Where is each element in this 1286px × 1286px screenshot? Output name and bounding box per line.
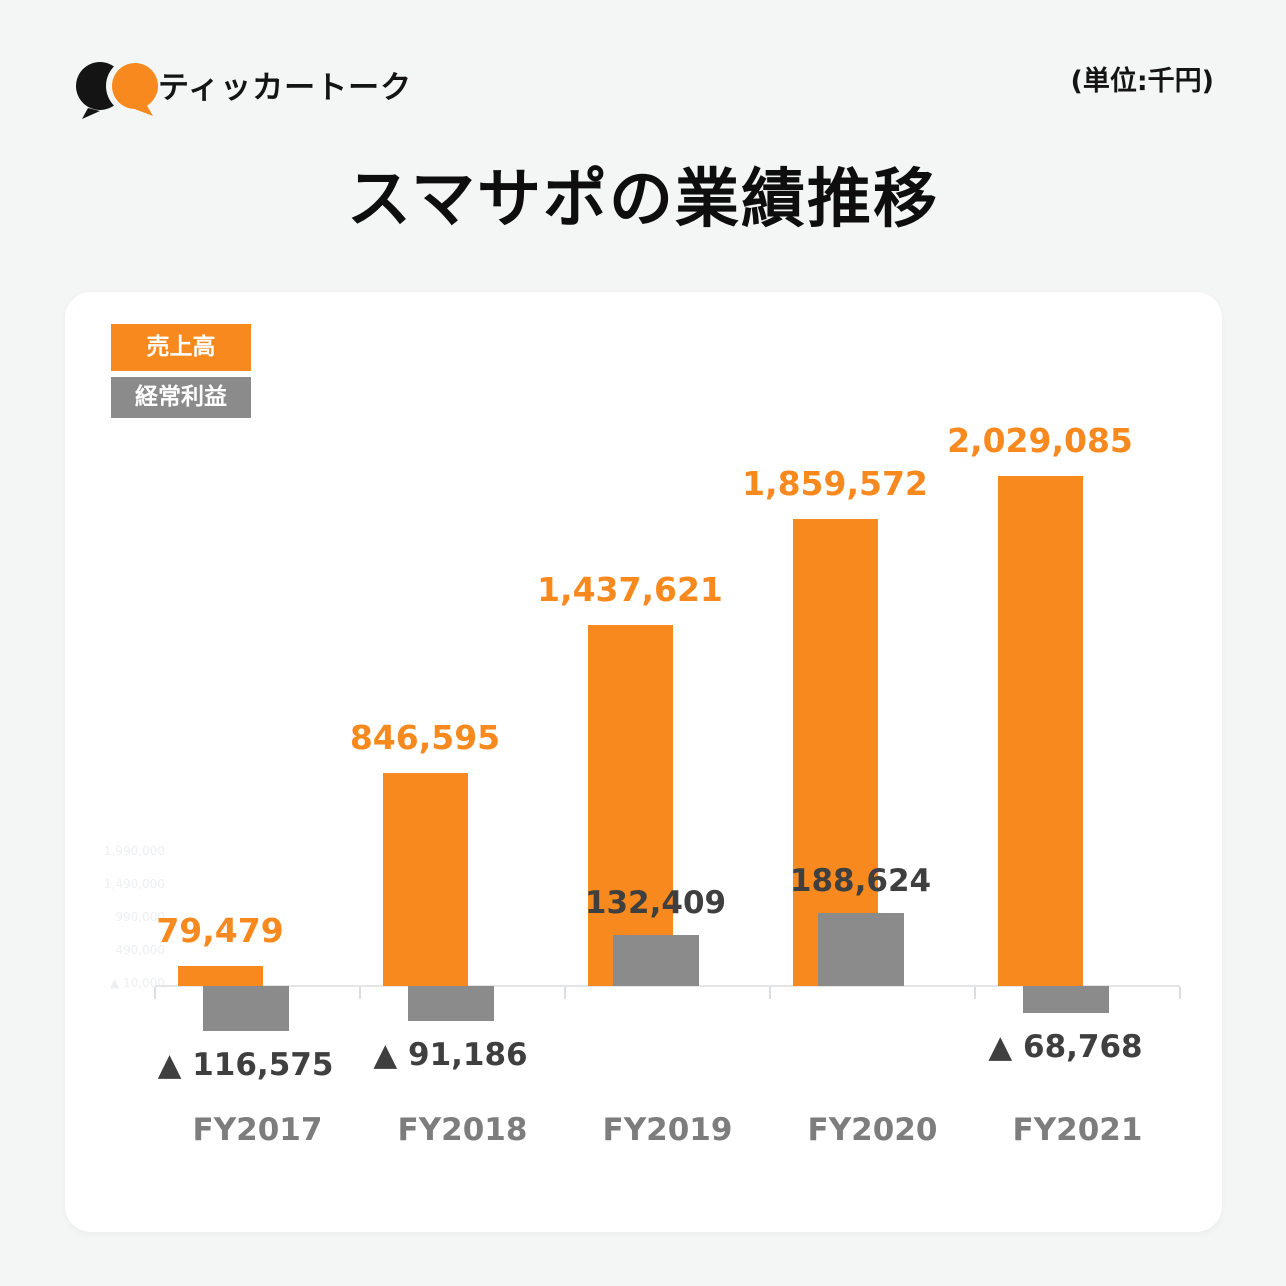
brand-logo-icon [76,58,162,119]
profit-bar [407,986,494,1021]
category-label: FY2018 [397,1112,528,1148]
unit-note: (単位:千円) [1070,66,1214,97]
revenue-value-label: 846,595 [349,718,501,757]
bar-chart: 1,990,000 1,490,000 990,000 490,000 ▲ 10,000… [65,292,1222,1232]
y-axis-faint-label: ▲ 10,000 [109,976,165,990]
x-axis-tick [154,987,156,999]
revenue-value-label: 79,479 [156,911,284,950]
revenue-bar [587,625,673,986]
profit-value-label: ▲ 91,186 [373,1037,528,1073]
y-axis-faint-label: 1,490,000 [103,877,165,891]
profit-bar [817,913,904,986]
profit-bar [202,986,289,1031]
x-axis-line [155,985,1180,987]
y-axis-faint-label: 990,000 [115,910,165,924]
revenue-bar [382,773,468,986]
revenue-value-label: 2,029,085 [947,421,1133,460]
profit-value-label: ▲ 116,575 [157,1047,334,1083]
y-axis-faint-label: 490,000 [115,943,165,957]
profit-bar [1022,986,1109,1013]
revenue-bar [997,476,1083,986]
profit-value-label: 188,624 [789,863,932,899]
x-axis-tick [974,987,976,999]
revenue-bar [792,519,878,986]
profit-value-label: ▲ 68,768 [988,1029,1143,1065]
legend-item-revenue: 売上高 [111,324,251,371]
page-title: スマサポの業績推移 [346,163,940,237]
category-label: FY2020 [807,1112,938,1148]
profit-value-label: 132,409 [584,885,727,921]
x-axis-tick [1179,987,1181,999]
revenue-bar [177,966,263,986]
x-axis-tick [769,987,771,999]
chart-card: 売上高 経常利益 1,990,000 1,490,000 990,000 490,00… [65,292,1222,1232]
category-label: FY2019 [602,1112,733,1148]
header: ティッカートーク (単位:千円) [0,0,1286,120]
revenue-value-label: 1,437,621 [537,570,723,609]
profit-bar [612,935,699,986]
legend-item-profit: 経常利益 [111,377,251,418]
x-axis-tick [359,987,361,999]
category-label: FY2021 [1012,1112,1143,1148]
y-axis-faint-label: 1,990,000 [103,844,165,858]
brand-name: ティッカートーク [158,70,413,106]
revenue-value-label: 1,859,572 [742,464,928,503]
category-label: FY2017 [192,1112,323,1148]
x-axis-tick [564,987,566,999]
